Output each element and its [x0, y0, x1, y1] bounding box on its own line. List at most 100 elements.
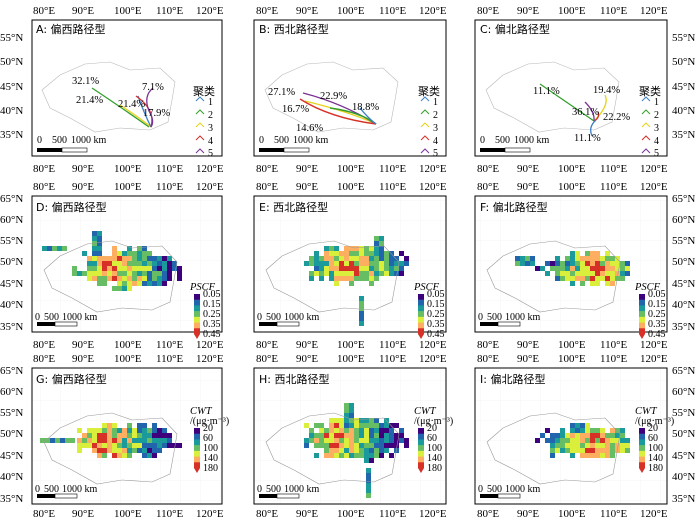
grid-cell	[374, 261, 379, 266]
svg-text:45°N: 45°N	[0, 450, 23, 462]
svg-text:120°E: 120°E	[419, 5, 447, 17]
grid-cell	[620, 276, 625, 281]
grid-cell	[600, 428, 605, 433]
grid-cell	[117, 438, 122, 443]
grid-cell	[389, 438, 394, 443]
colorbar-tick: 0.25	[427, 309, 445, 320]
svg-text:35°N: 35°N	[672, 321, 695, 333]
grid-cell	[102, 443, 107, 448]
scale-bar: 0 500 1000 km	[37, 135, 107, 153]
colorbar-tick: 140	[203, 453, 218, 464]
grid-cell	[625, 266, 630, 271]
grid-cell	[389, 443, 394, 448]
grid-cell	[615, 438, 620, 443]
grid-cell	[600, 443, 605, 448]
grid-cell	[605, 453, 610, 458]
colorbar-swatch	[418, 305, 424, 312]
svg-text:90°E: 90°E	[517, 5, 539, 17]
grid-cell	[147, 281, 152, 286]
grid-cell	[364, 458, 369, 463]
grid-cell	[394, 423, 399, 428]
grid-cell	[97, 251, 102, 256]
grid-cell	[610, 433, 615, 438]
grid-cell	[324, 428, 329, 433]
grid-cell	[152, 281, 157, 286]
grid-cell	[92, 261, 97, 266]
grid-cell	[600, 266, 605, 271]
colorbar-tick: 60	[427, 433, 437, 444]
svg-text:80°E: 80°E	[256, 181, 278, 193]
svg-text:1: 1	[654, 97, 659, 108]
grid-cell	[339, 251, 344, 256]
grid-cell	[349, 251, 354, 256]
grid-cell	[349, 443, 354, 448]
grid-cell	[359, 306, 364, 311]
grid-cell	[354, 246, 359, 251]
grid-cell	[349, 423, 354, 428]
grid-cell	[565, 256, 570, 261]
grid-cell	[137, 423, 142, 428]
grid-cell	[142, 428, 147, 433]
grid-cell	[309, 271, 314, 276]
svg-text:80°E: 80°E	[256, 163, 278, 175]
colorbar-swatch	[194, 305, 200, 312]
grid-cell	[550, 266, 555, 271]
grid-cell	[369, 276, 374, 281]
grid-cell	[102, 448, 107, 453]
svg-text:110°E: 110°E	[379, 5, 406, 17]
cluster-legend: 聚类 1 2 3 4 5	[639, 84, 661, 159]
grid-cell	[535, 438, 540, 443]
grid-cells	[42, 231, 182, 291]
grid-cell	[600, 433, 605, 438]
grid-cell	[600, 453, 605, 458]
china-border-outline	[264, 61, 399, 133]
grid-cell	[560, 261, 565, 266]
grid-cell	[580, 266, 585, 271]
grid-cell	[142, 266, 147, 271]
grid-cell	[92, 428, 97, 433]
trajectory-cluster-3	[593, 94, 607, 122]
grid-cell	[107, 428, 112, 433]
scale-bar-label: 500	[44, 484, 59, 495]
grid-cell	[374, 443, 379, 448]
grid-cell	[610, 266, 615, 271]
grid-cell	[82, 443, 87, 448]
grid-cell	[157, 281, 162, 286]
grid-cell	[92, 443, 97, 448]
grid-cell	[369, 271, 374, 276]
grid-cell	[615, 271, 620, 276]
grid-cell	[615, 433, 620, 438]
svg-text:60°N: 60°N	[0, 214, 23, 226]
grid-cell	[605, 271, 610, 276]
pct-label: 11.1%	[533, 86, 560, 97]
grid-cell	[550, 453, 555, 458]
grid-cell	[40, 438, 45, 443]
grid-cell	[152, 453, 157, 458]
grid-cell	[167, 433, 172, 438]
grid-cell	[560, 438, 565, 443]
colorbar-swatch	[639, 299, 645, 306]
panel-title: D: 偏西路径型	[36, 200, 107, 214]
grid-cell	[97, 231, 102, 236]
grid-cell	[324, 251, 329, 256]
svg-text:50°N: 50°N	[672, 428, 695, 440]
svg-text:40°N: 40°N	[0, 471, 23, 483]
grid-cell	[349, 246, 354, 251]
svg-text:90°E: 90°E	[72, 353, 94, 365]
grid-cell	[364, 271, 369, 276]
grid-cell	[354, 271, 359, 276]
grid-cell	[605, 276, 610, 281]
grid-cell	[620, 443, 625, 448]
china-border-outline	[265, 240, 400, 313]
grid-cell	[329, 246, 334, 251]
grid-cell	[117, 276, 122, 281]
grid-cell	[369, 428, 374, 433]
colorbar-swatch	[418, 439, 424, 446]
grid-cell	[137, 261, 142, 266]
grid-cell	[77, 438, 82, 443]
grid-cell	[580, 261, 585, 266]
grid-cell	[349, 403, 354, 408]
svg-text:90°E: 90°E	[72, 163, 94, 175]
grid-cell	[525, 256, 530, 261]
